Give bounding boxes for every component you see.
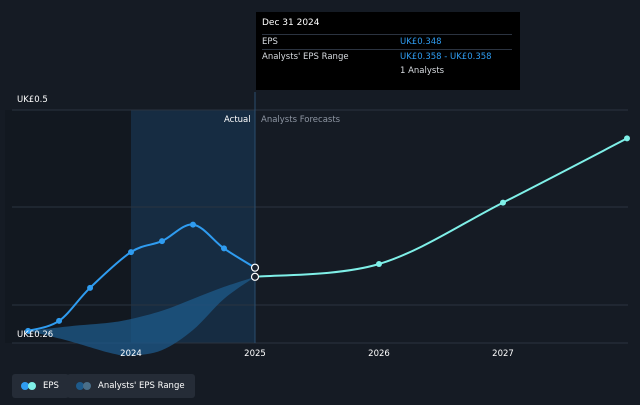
eps-forecast-line bbox=[254, 137, 628, 278]
legend-range-label: Analysts' EPS Range bbox=[98, 381, 185, 391]
eps-range-band bbox=[28, 276, 255, 356]
tooltip-eps-label: EPS bbox=[262, 37, 278, 47]
eps-point-6 bbox=[221, 245, 227, 252]
eps-actual-line bbox=[27, 223, 256, 332]
tooltip: Dec 31 2024 EPS UK£0.348 Analysts' EPS R… bbox=[256, 12, 520, 90]
tooltip-range-label: Analysts' EPS Range bbox=[262, 52, 349, 62]
eps-point-4 bbox=[159, 238, 165, 245]
tooltip-eps-value: UK£0.348 bbox=[400, 37, 442, 47]
x-tick-2027: 2027 bbox=[492, 349, 514, 359]
tooltip-row-range: Analysts' EPS Range UK£0.358 - UK£0.358 bbox=[262, 49, 512, 64]
legend-eps-label: EPS bbox=[43, 381, 59, 391]
eps-point-2 bbox=[87, 284, 94, 291]
legend-range[interactable]: Analysts' EPS Range bbox=[67, 374, 195, 398]
eps-point-7 bbox=[250, 263, 260, 272]
forecast-point-0 bbox=[250, 272, 260, 281]
legend-range-icon bbox=[76, 381, 92, 391]
forecast-region-label: Analysts Forecasts bbox=[261, 115, 341, 125]
forecast-point-1 bbox=[376, 261, 382, 267]
eps-point-1 bbox=[56, 317, 63, 324]
actual-region-label: Actual bbox=[224, 115, 251, 125]
tooltip-row-analysts: 1 Analysts bbox=[262, 64, 512, 78]
eps-point-5 bbox=[190, 221, 196, 228]
x-tick-2026: 2026 bbox=[368, 349, 390, 359]
tooltip-range-value: UK£0.358 - UK£0.358 bbox=[400, 52, 492, 62]
x-tick-2024: 2024 bbox=[120, 349, 142, 359]
tooltip-row-eps: EPS UK£0.348 bbox=[262, 34, 512, 49]
forecast-point-3 bbox=[624, 135, 630, 142]
legend-eps[interactable]: EPS bbox=[12, 374, 69, 398]
x-tick-2025: 2025 bbox=[244, 349, 266, 359]
legend-eps-icon bbox=[21, 381, 37, 391]
actual-region-dark bbox=[5, 110, 131, 343]
forecast-point-2 bbox=[500, 199, 506, 206]
eps-point-3 bbox=[128, 249, 134, 256]
eps-point-0 bbox=[25, 327, 32, 334]
tooltip-date: Dec 31 2024 bbox=[262, 18, 320, 28]
y-axis-bottom-label: UK£0.26 bbox=[17, 330, 54, 340]
y-axis-top-label: UK£0.5 bbox=[17, 95, 48, 105]
tooltip-analysts-value: 1 Analysts bbox=[400, 66, 445, 76]
